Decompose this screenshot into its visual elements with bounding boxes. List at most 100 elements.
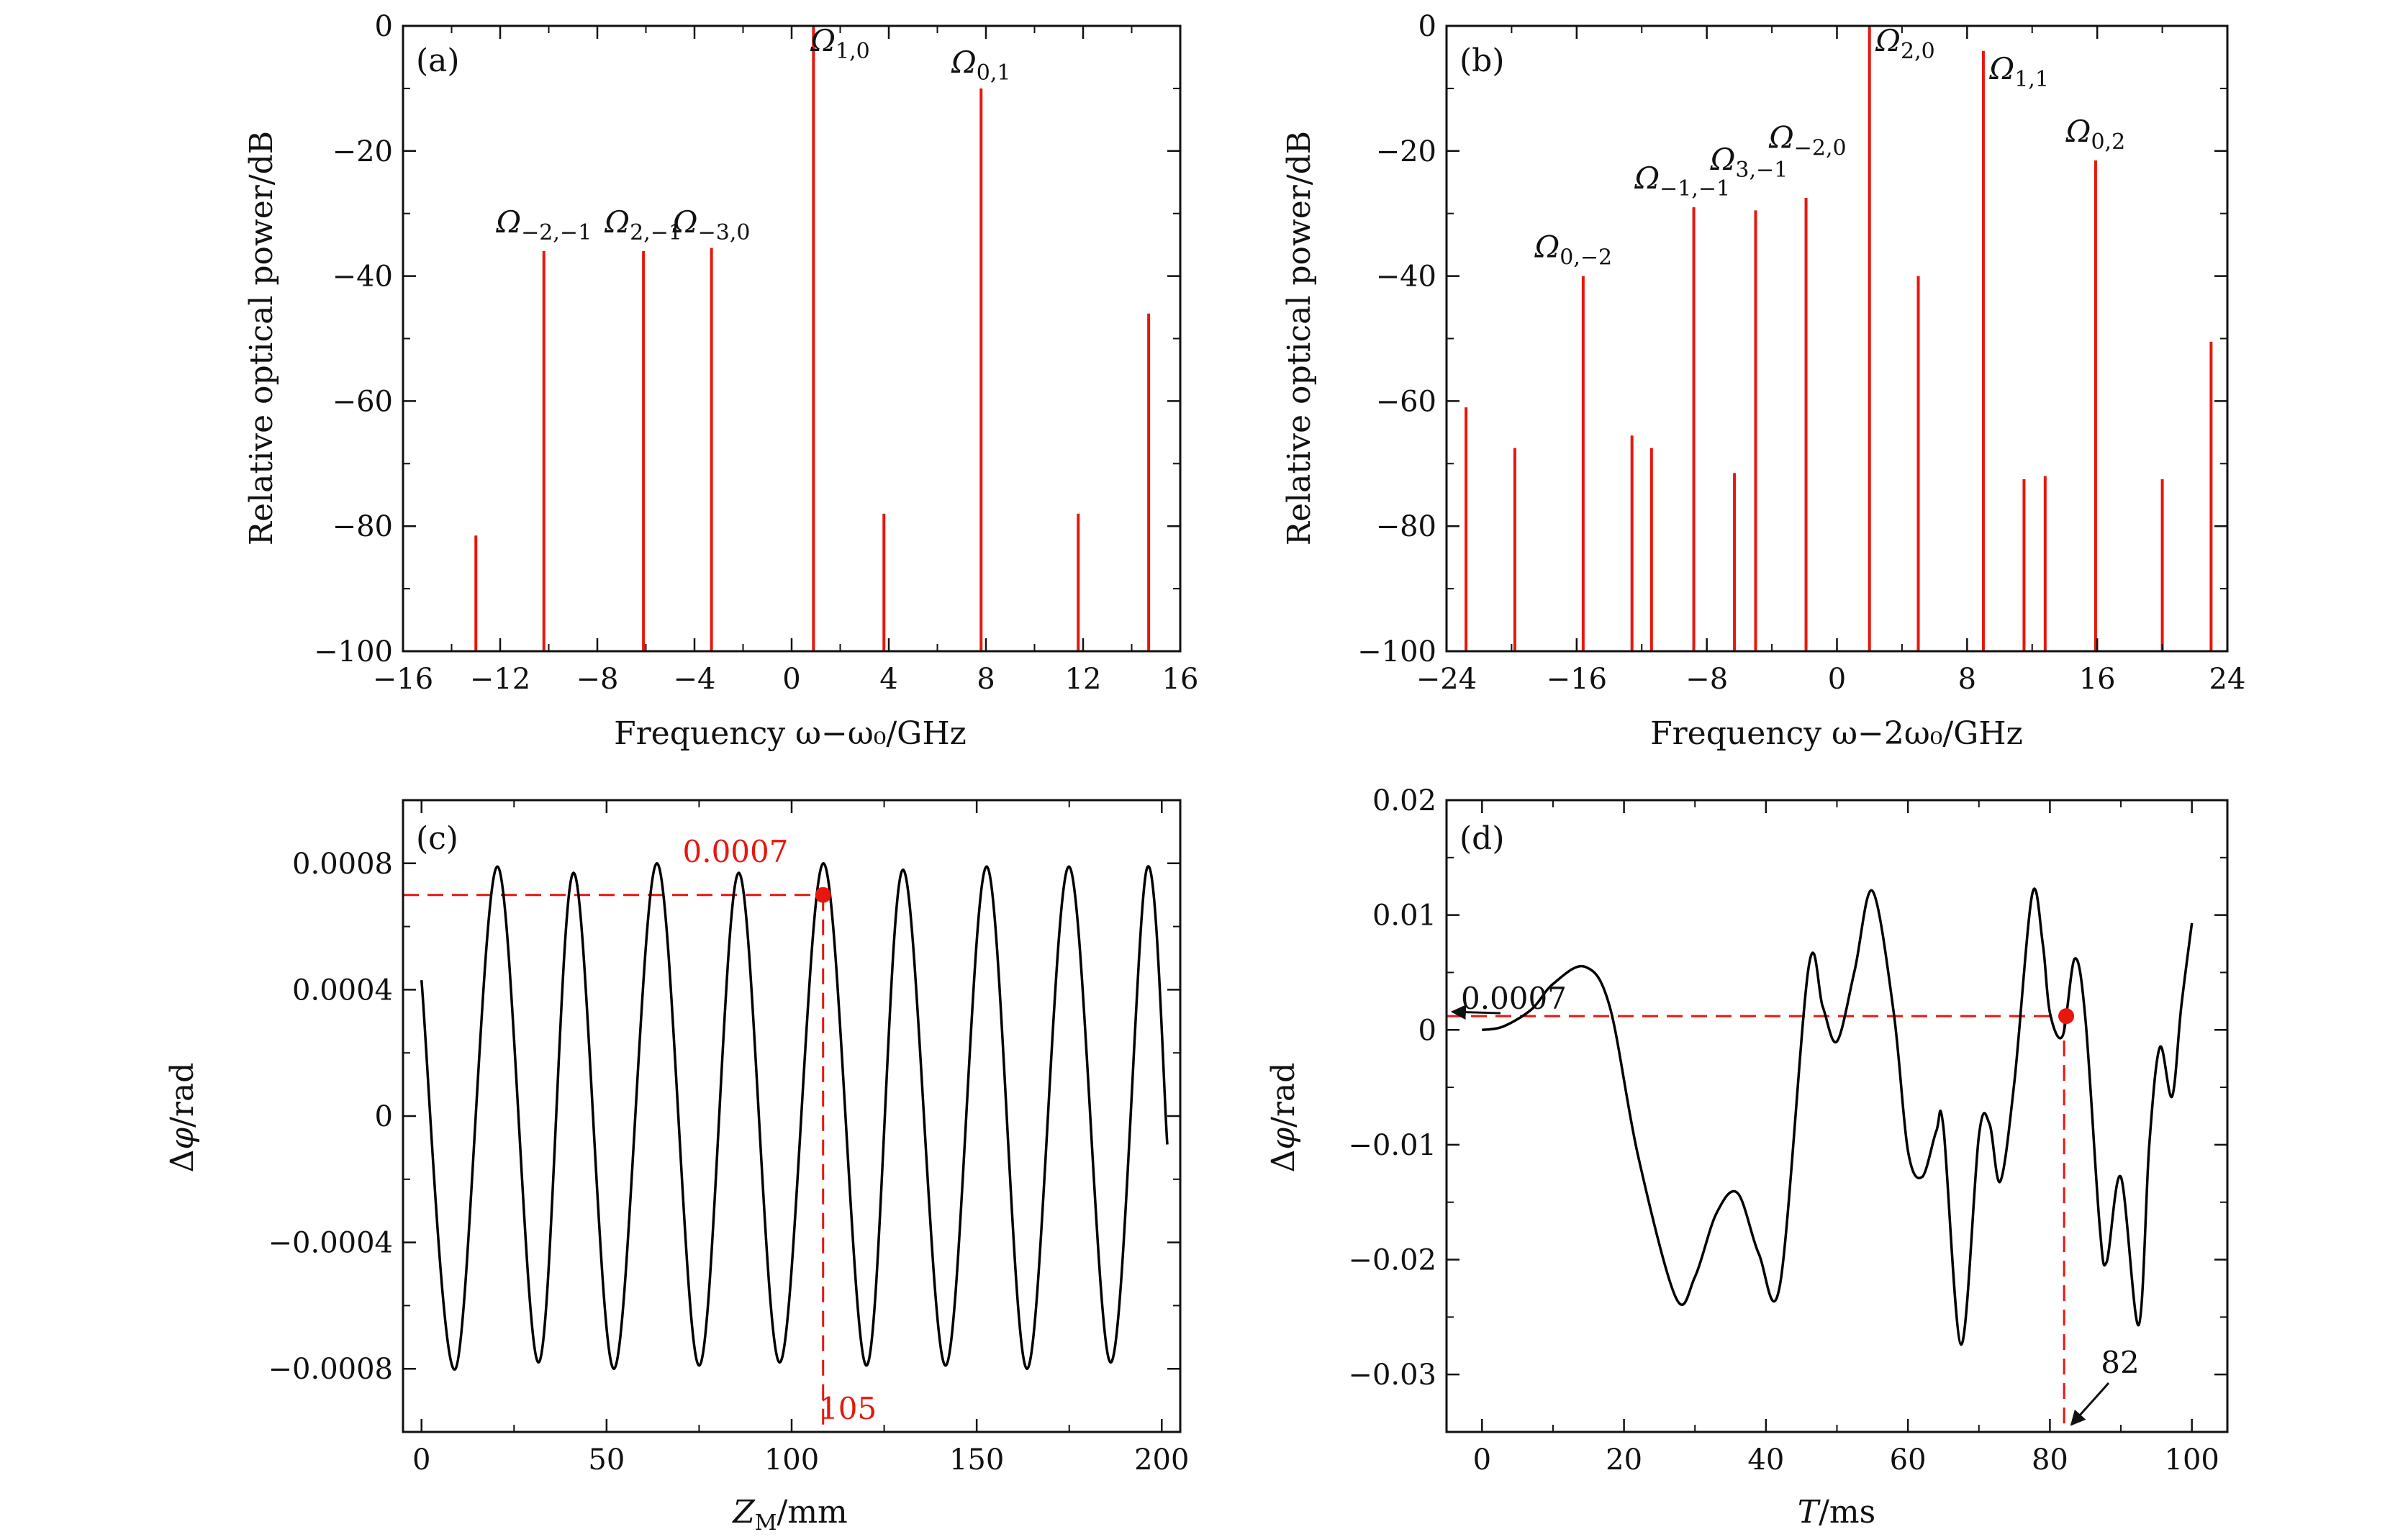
panel-label: (d) (1459, 820, 1505, 857)
x-tick-label: 100 (2165, 1443, 2219, 1477)
x-tick-label: −16 (373, 663, 433, 696)
annotation-texts: 0.0007 105 (683, 834, 877, 1426)
highlight-point (2058, 1008, 2075, 1025)
peak-labels: Ω−2,−1 Ω2,−1Ω−3,0 Ω1,0 Ω0,1 (495, 23, 1010, 245)
y-tick-label: −0.0004 (268, 1227, 393, 1260)
y-tick-label: 0 (375, 10, 393, 43)
y-tick-label: −20 (1376, 135, 1436, 168)
y-tick-label: −60 (332, 385, 393, 418)
series-line (1482, 887, 2194, 1346)
annotation-value-text: 0.0007 (1461, 981, 1567, 1016)
y-axis-label: Relative optical power/dB (243, 131, 280, 545)
annotation-value-text: 0.0007 (683, 834, 789, 869)
y-tick-label: −80 (332, 510, 393, 543)
peak-label: Ω−2,0 (1768, 119, 1847, 160)
y-tick-label: −0.02 (1348, 1244, 1436, 1277)
x-tick-label: 0 (1828, 663, 1846, 696)
series-lines (1482, 887, 2194, 1346)
peak-label: Ω3,−1 (1710, 142, 1788, 183)
plot-frame (402, 24, 1182, 653)
peak-label: Ω−1,−1 (1634, 160, 1730, 201)
y-tick-label: −0.03 (1348, 1359, 1436, 1392)
panel-label: (c) (416, 820, 458, 857)
y-axis-label: Relative optical power/dB (1281, 131, 1318, 545)
y-tick-label: −100 (1357, 635, 1436, 668)
y-tick-label: −20 (332, 135, 393, 168)
x-tick-label: 80 (2032, 1443, 2068, 1477)
peak-label: Ω0,−2 (1534, 230, 1612, 271)
peak-label: Ω1,1 (1988, 51, 2049, 92)
series-lines (420, 862, 1169, 1371)
annotation-arrow (1450, 1005, 1501, 1020)
y-tick-label: 0.0008 (292, 848, 393, 881)
x-tick-label: 100 (764, 1443, 819, 1477)
x-tick-label: −16 (1547, 663, 1607, 696)
x-tick-label: 60 (1890, 1443, 1927, 1477)
y-tick-label: −0.0008 (268, 1353, 393, 1386)
y-tick-label: −0.01 (1348, 1129, 1436, 1162)
peak-label: Ω−2,−1 (495, 204, 592, 245)
annotation-position-text: 82 (2101, 1345, 2139, 1380)
annotation-position-text: 105 (819, 1391, 877, 1426)
y-tick-label: −40 (332, 260, 393, 294)
annotation-lines (1447, 1015, 2065, 1432)
axis-ticks: 0 50 100 150 200 0.0008 0.0004 0 −0.0004 −0.0008 (268, 799, 1189, 1477)
peak-label: Ω1,0 (810, 23, 870, 64)
x-tick-label: −4 (674, 663, 716, 696)
y-tick-label: −40 (1376, 260, 1436, 294)
x-tick-label: 0 (782, 663, 800, 696)
panel-label: (a) (416, 42, 460, 79)
x-tick-label: 4 (879, 663, 897, 696)
chart-panel-b: (b) −24 −16 −8 0 8 16 240−20−40−60−80−100 Ω0,−… (1281, 10, 2245, 752)
x-axis-label: Frequency ω−2ω₀/GHz (1650, 715, 2023, 752)
y-tick-label: 0.02 (1372, 784, 1436, 817)
y-tick-label: 0 (1418, 10, 1436, 43)
y-axis-label: Δφ/rad (1265, 1063, 1302, 1173)
x-tick-label: 8 (1958, 663, 1976, 696)
x-tick-label: 16 (2079, 663, 2116, 696)
x-tick-label: 200 (1134, 1443, 1189, 1477)
x-tick-label: 24 (2209, 663, 2246, 696)
annotation-lines (403, 894, 825, 1432)
peak-lines (474, 26, 1151, 651)
series-line (420, 862, 1169, 1371)
peak-lines (1465, 26, 2213, 651)
y-tick-label: −100 (314, 635, 393, 668)
plot-frame (1445, 799, 2229, 1433)
x-tick-label: 16 (1162, 663, 1199, 696)
axis-ticks: −24 −16 −8 0 8 16 240−20−40−60−80−100 (1357, 10, 2245, 696)
annotation-texts: 0.0007 82 (1450, 981, 2140, 1426)
y-tick-label: 0 (375, 1100, 393, 1133)
peak-label: Ω0,1 (951, 45, 1011, 86)
x-tick-label: 8 (977, 663, 995, 696)
highlight-point (815, 887, 831, 903)
x-axis-label: T/ms (1798, 1494, 1876, 1531)
x-tick-label: −8 (576, 663, 619, 696)
annotation-arrow (2070, 1382, 2110, 1426)
x-tick-label: 0 (412, 1443, 430, 1477)
y-tick-label: 0 (1418, 1014, 1436, 1047)
x-tick-label: 12 (1065, 663, 1102, 696)
y-axis-label: Δφ/rad (164, 1063, 201, 1173)
x-tick-label: 20 (1606, 1443, 1642, 1477)
peak-label: Ω2,−1 (604, 204, 682, 245)
x-tick-label: −24 (1416, 663, 1477, 696)
chart-panel-d: (d) 0 20 40 60 80 100 0.02 0.01 0 −0.01 −0.02 −0.03… (1265, 784, 2229, 1531)
peak-label: Ω0,2 (2065, 114, 2126, 155)
x-tick-label: 150 (949, 1443, 1004, 1477)
x-tick-label: −8 (1685, 663, 1728, 696)
peak-label: Ω−3,0 (672, 204, 751, 245)
x-axis-label: Frequency ω−ω₀/GHz (614, 715, 967, 752)
chart-panel-a: (a) −16 −12 −8 −4 0 4 8 12 160−20−40−60−80−100 Ω… (243, 10, 1198, 752)
plot-frame (1445, 24, 2229, 653)
axis-ticks: −16 −12 −8 −4 0 4 8 12 160−20−40−60−80−100 (314, 10, 1198, 696)
y-tick-label: 0.0004 (292, 974, 393, 1007)
x-tick-label: 0 (1473, 1443, 1491, 1477)
panel-label: (b) (1459, 42, 1505, 79)
x-axis-label: ZM/mm (731, 1494, 848, 1536)
x-tick-label: −12 (470, 663, 530, 696)
x-tick-label: 50 (588, 1443, 625, 1477)
y-tick-label: −60 (1376, 385, 1436, 418)
y-tick-label: 0.01 (1372, 899, 1436, 933)
